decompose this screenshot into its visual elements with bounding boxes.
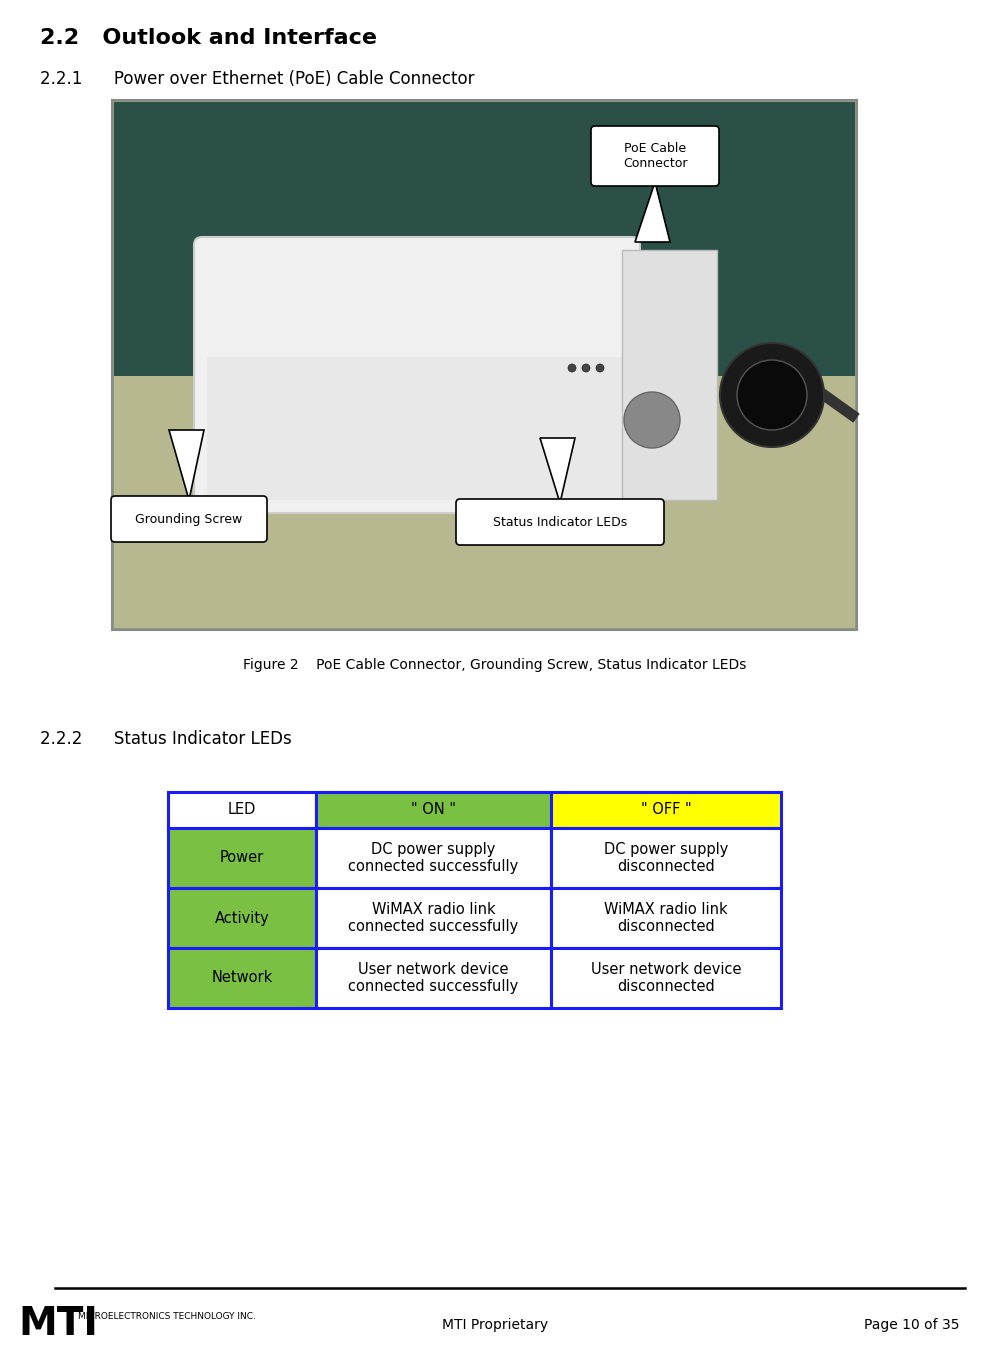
Text: MTI Proprietary: MTI Proprietary (442, 1318, 548, 1331)
Text: User network device
connected successfully: User network device connected successful… (348, 962, 519, 994)
Polygon shape (635, 183, 670, 242)
Text: PoE Cable
Connector: PoE Cable Connector (623, 142, 687, 170)
Text: Figure 2    PoE Cable Connector, Grounding Screw, Status Indicator LEDs: Figure 2 PoE Cable Connector, Grounding … (244, 658, 746, 672)
Circle shape (582, 364, 590, 372)
Text: 2.2.2      Status Indicator LEDs: 2.2.2 Status Indicator LEDs (40, 731, 292, 748)
Text: 2.2   Outlook and Interface: 2.2 Outlook and Interface (40, 28, 377, 47)
Bar (168, 948, 316, 1008)
Text: Network: Network (212, 970, 272, 985)
Bar (114, 373, 855, 628)
Circle shape (568, 364, 576, 372)
Text: DC power supply
connected successfully: DC power supply connected successfully (348, 842, 519, 874)
FancyBboxPatch shape (456, 499, 664, 545)
Text: WiMAX radio link
disconnected: WiMAX radio link disconnected (604, 902, 728, 934)
Text: " OFF ": " OFF " (641, 802, 691, 817)
Circle shape (720, 344, 824, 446)
Bar (168, 888, 316, 948)
FancyBboxPatch shape (194, 237, 640, 513)
Text: MICROELECTRONICS TECHNOLOGY INC.: MICROELECTRONICS TECHNOLOGY INC. (78, 1312, 255, 1321)
Text: " ON ": " ON " (411, 802, 456, 817)
Bar (112, 100, 857, 630)
Text: Activity: Activity (215, 911, 269, 925)
Text: MTI: MTI (18, 1306, 98, 1344)
Bar (168, 828, 316, 888)
Bar (168, 792, 316, 828)
Circle shape (737, 360, 807, 430)
FancyBboxPatch shape (591, 126, 719, 185)
Text: Status Indicator LEDs: Status Indicator LEDs (493, 515, 627, 529)
FancyBboxPatch shape (111, 497, 267, 543)
Bar (316, 888, 551, 948)
Circle shape (596, 364, 604, 372)
Bar (622, 250, 717, 501)
Circle shape (179, 446, 195, 463)
Text: Power: Power (220, 851, 264, 866)
Bar (551, 888, 781, 948)
Polygon shape (540, 438, 575, 503)
Bar (551, 792, 781, 828)
Circle shape (624, 392, 680, 448)
Text: Grounding Screw: Grounding Screw (136, 513, 243, 525)
Polygon shape (169, 430, 204, 501)
Bar (114, 101, 855, 376)
Text: DC power supply
disconnected: DC power supply disconnected (604, 842, 729, 874)
Bar (316, 828, 551, 888)
Text: LED: LED (228, 802, 256, 817)
Text: User network device
disconnected: User network device disconnected (591, 962, 742, 994)
Text: WiMAX radio link
connected successfully: WiMAX radio link connected successfully (348, 902, 519, 934)
Bar (551, 828, 781, 888)
Bar (316, 792, 551, 828)
Bar (551, 948, 781, 1008)
Text: Page 10 of 35: Page 10 of 35 (864, 1318, 960, 1331)
Text: 2.2.1      Power over Ethernet (PoE) Cable Connector: 2.2.1 Power over Ethernet (PoE) Cable Co… (40, 70, 474, 88)
Bar (207, 357, 627, 501)
Bar (316, 948, 551, 1008)
